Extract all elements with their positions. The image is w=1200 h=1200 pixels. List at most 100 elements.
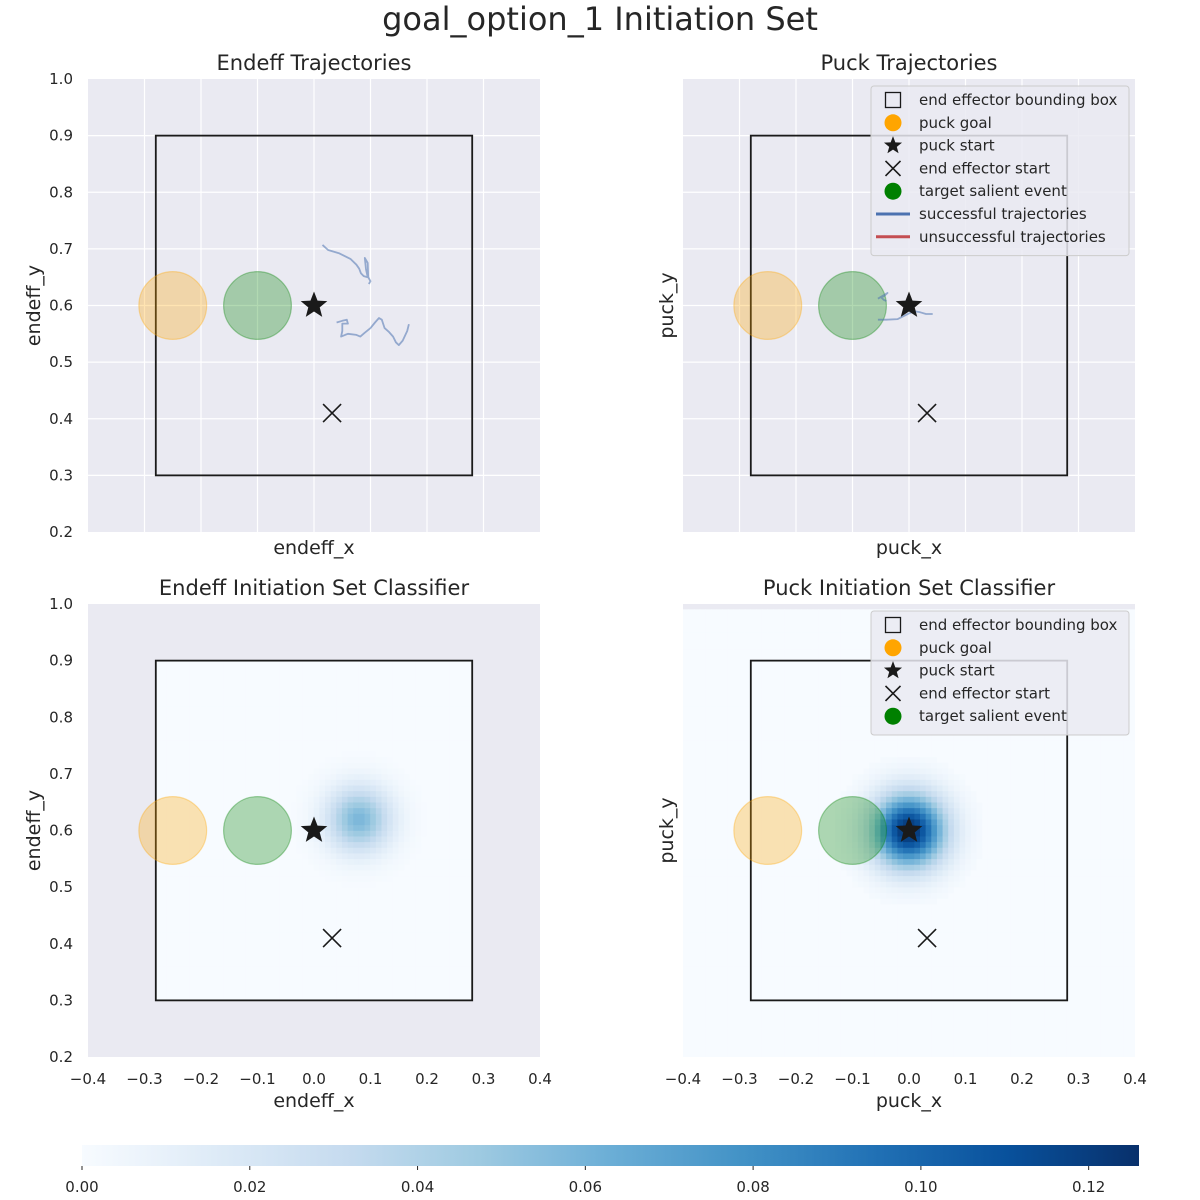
heatmap-cell [302,881,309,888]
heatmap-cell [699,903,706,911]
heatmap-cell [466,966,473,973]
heatmap-cell [251,739,258,746]
heatmap-cell [398,966,405,973]
heatmap-cell [773,881,780,888]
heatmap-cell [285,858,292,865]
heatmap-cell [195,762,202,769]
heatmap-cell [688,909,695,916]
heatmap-cell [683,966,689,973]
heatmap-cell [234,796,241,803]
heatmap-cell [319,903,326,911]
heatmap-cell [308,807,315,814]
y-tick-label: 0.2 [49,1048,73,1066]
heatmap-cell [274,875,281,882]
heatmap-cell [739,660,746,667]
heatmap-cell [773,966,780,973]
heatmap-cell [251,665,258,673]
heatmap-cell [172,932,179,939]
heatmap-cell [415,660,422,667]
heatmap-cell [710,637,718,644]
heatmap-cell [460,864,467,871]
end-effector-bounding-box [154,659,474,1002]
heatmap-cell [438,858,445,865]
heatmap-cell [438,988,445,996]
heatmap-cell [716,909,723,916]
heatmap-cell [750,875,757,882]
heatmap-cell [268,983,275,990]
heatmap-cell [189,830,196,837]
heatmap-cell [426,660,433,667]
heatmap-cell [166,722,174,729]
heatmap-cell [392,988,400,996]
heatmap-cell [733,779,740,786]
heatmap-cell [733,1039,740,1046]
heatmap-cell [325,966,332,973]
heatmap-cell [688,767,695,775]
heatmap-cell [683,733,689,741]
heatmap-cell [313,728,320,735]
heatmap-cell [212,756,219,763]
heatmap-cell [268,801,275,809]
heatmap-cell [756,932,763,939]
heatmap-cell [694,750,701,758]
heatmap-cell [172,881,179,888]
heatmap-cell [727,677,735,684]
heatmap-cell [251,875,258,882]
heatmap-cell [387,983,394,990]
heatmap-cell [750,943,757,950]
heatmap-cell [778,983,785,990]
heatmap-cell [727,937,735,945]
heatmap-cell [234,745,241,752]
heatmap-cell [733,909,740,916]
heatmap-cell [443,875,450,882]
heatmap-cell [375,671,383,678]
heatmap-cell [409,892,416,899]
heatmap-cell [262,869,270,877]
heatmap-cell [699,971,706,979]
heatmap-cell [392,779,400,786]
heatmap-cell [716,801,723,809]
heatmap-cell [375,756,383,763]
heatmap-cell [460,767,467,775]
legend-square-icon [884,91,902,109]
heatmap-cell [778,790,785,797]
heatmap-cell [727,773,735,780]
heatmap-cell [773,875,780,882]
heatmap-cell [262,807,270,814]
heatmap-cell [773,943,780,950]
heatmap-cell [155,762,162,769]
heatmap-cell [688,847,695,854]
heatmap-cell [466,796,473,803]
heatmap-cell [178,807,185,814]
heatmap-cell [409,949,416,956]
heatmap-cell [387,722,394,729]
heatmap-cell [688,665,695,673]
heatmap-cell [739,932,746,939]
heatmap-cell [296,830,303,837]
heatmap-cell [347,682,354,690]
heatmap-cell [257,694,264,701]
heatmap-cell [415,762,422,769]
heatmap-cell [291,869,298,877]
heatmap-cell [302,665,309,673]
heatmap-cell [699,1000,706,1007]
heatmap-cell [341,875,349,882]
heatmap-cell [432,796,439,803]
heatmap-cell [364,915,371,922]
heatmap-cell [274,920,281,928]
heatmap-cell [353,699,360,707]
heatmap-cell [291,699,298,707]
heatmap-cell [460,733,467,741]
heatmap-cell [195,977,202,984]
heatmap-cell [212,779,219,786]
heatmap-cell [683,960,689,967]
heatmap-cell [251,784,258,792]
heatmap-cell [325,739,332,746]
heatmap-cell [739,716,746,724]
heatmap-cell [217,824,224,831]
heatmap-cell [166,898,174,905]
heatmap-cell [268,767,275,775]
heatmap-cell [245,705,253,712]
heatmap-cell [274,971,281,979]
heatmap-cell [694,909,701,916]
